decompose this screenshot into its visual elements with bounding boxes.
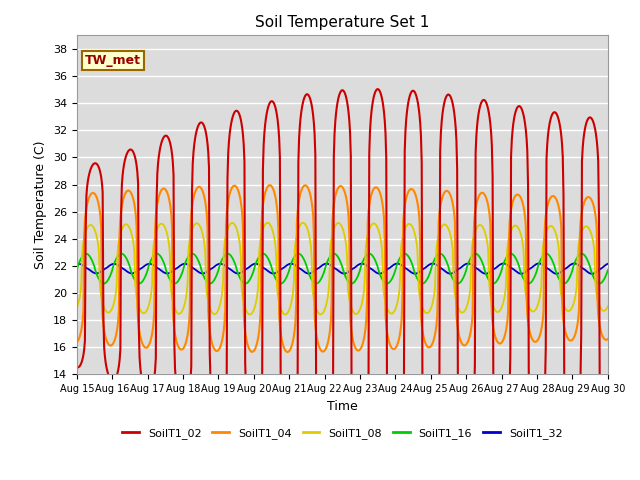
SoilT1_08 bbox=[281, 312, 289, 317]
SoilT1_08 bbox=[424, 310, 431, 316]
SoilT1_04 bbox=[137, 336, 145, 342]
SoilT1_02 bbox=[83, 193, 90, 199]
SoilT1_16 bbox=[83, 251, 90, 257]
SoilT1_04 bbox=[83, 205, 90, 211]
SoilT1_32 bbox=[407, 269, 415, 275]
SoilT1_02 bbox=[604, 415, 612, 420]
SoilT1_16 bbox=[219, 255, 227, 261]
SoilT1_32 bbox=[191, 266, 199, 272]
SoilT1_32 bbox=[219, 262, 227, 267]
SoilT1_04 bbox=[284, 349, 291, 355]
SoilT1_04 bbox=[191, 190, 199, 195]
Y-axis label: Soil Temperature (C): Soil Temperature (C) bbox=[35, 141, 47, 269]
SoilT1_08 bbox=[191, 221, 199, 227]
SoilT1_04 bbox=[219, 333, 227, 338]
SoilT1_32 bbox=[73, 261, 81, 267]
SoilT1_32 bbox=[571, 261, 579, 266]
SoilT1_16 bbox=[191, 252, 199, 258]
SoilT1_16 bbox=[137, 280, 145, 286]
SoilT1_02 bbox=[191, 136, 199, 142]
SoilT1_16 bbox=[348, 281, 355, 287]
SoilT1_08 bbox=[83, 227, 90, 233]
SoilT1_16 bbox=[365, 251, 373, 257]
SoilT1_08 bbox=[73, 305, 81, 311]
SoilT1_02 bbox=[356, 445, 364, 451]
SoilT1_32 bbox=[422, 264, 430, 270]
SoilT1_08 bbox=[604, 304, 612, 310]
SoilT1_08 bbox=[219, 279, 227, 285]
Line: SoilT1_08: SoilT1_08 bbox=[77, 223, 608, 314]
SoilT1_32 bbox=[588, 271, 596, 276]
SoilT1_08 bbox=[408, 224, 416, 229]
SoilT1_04 bbox=[408, 186, 416, 192]
SoilT1_32 bbox=[83, 265, 90, 271]
Legend: SoilT1_02, SoilT1_04, SoilT1_08, SoilT1_16, SoilT1_32: SoilT1_02, SoilT1_04, SoilT1_08, SoilT1_… bbox=[118, 424, 567, 444]
SoilT1_04 bbox=[266, 182, 273, 188]
X-axis label: Time: Time bbox=[327, 400, 358, 413]
SoilT1_16 bbox=[604, 267, 612, 273]
SoilT1_08 bbox=[137, 309, 145, 314]
SoilT1_32 bbox=[604, 261, 612, 267]
SoilT1_02 bbox=[424, 437, 431, 443]
Line: SoilT1_16: SoilT1_16 bbox=[77, 254, 608, 284]
Text: TW_met: TW_met bbox=[84, 54, 141, 67]
SoilT1_02 bbox=[137, 372, 145, 377]
Line: SoilT1_32: SoilT1_32 bbox=[77, 264, 608, 274]
SoilT1_32 bbox=[137, 265, 145, 271]
Title: Soil Temperature Set 1: Soil Temperature Set 1 bbox=[255, 15, 429, 30]
SoilT1_04 bbox=[604, 336, 612, 342]
SoilT1_02 bbox=[219, 410, 227, 416]
SoilT1_16 bbox=[424, 276, 431, 281]
SoilT1_02 bbox=[374, 86, 381, 92]
Line: SoilT1_02: SoilT1_02 bbox=[77, 89, 608, 448]
SoilT1_16 bbox=[408, 261, 416, 267]
SoilT1_04 bbox=[73, 339, 81, 345]
Line: SoilT1_04: SoilT1_04 bbox=[77, 185, 608, 352]
SoilT1_16 bbox=[73, 267, 81, 273]
SoilT1_02 bbox=[73, 364, 81, 370]
SoilT1_08 bbox=[264, 220, 271, 226]
SoilT1_04 bbox=[424, 344, 431, 349]
SoilT1_02 bbox=[408, 88, 416, 94]
